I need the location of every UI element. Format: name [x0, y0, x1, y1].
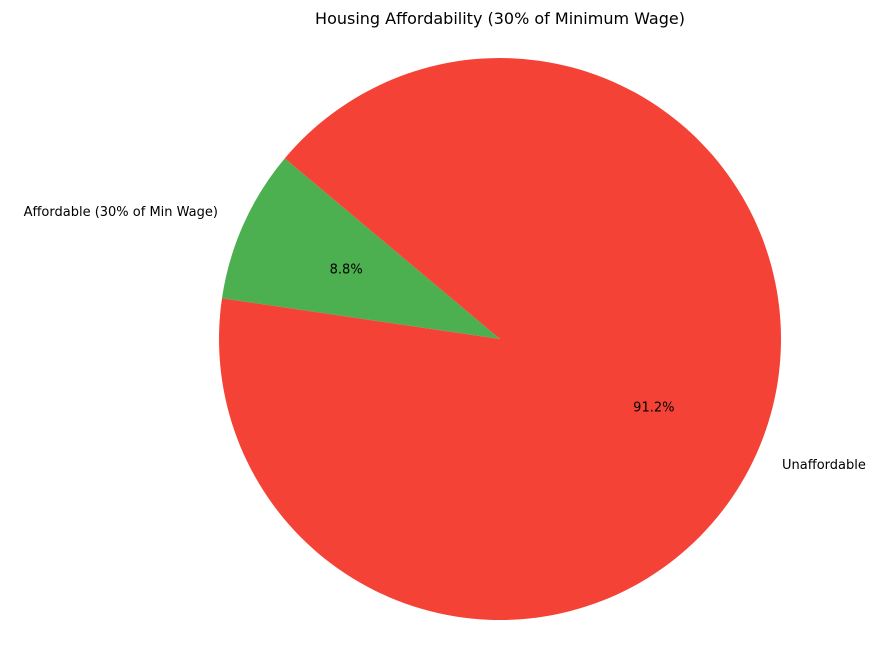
pie-slices [219, 57, 782, 620]
slice-label-1: Unaffordable [782, 458, 866, 473]
pie-slice-0 [221, 158, 500, 339]
slice-label-0: Affordable (30% of Min Wage) [24, 205, 218, 220]
chart-title: Housing Affordability (30% of Minimum Wa… [315, 9, 685, 28]
pie-slice-1 [219, 57, 782, 620]
pie-labels: Affordable (30% of Min Wage) 8.8% Unafford… [24, 205, 866, 473]
slice-pct-label-0: 8.8% [330, 262, 363, 277]
slice-pct-label-1: 91.2% [633, 401, 674, 416]
